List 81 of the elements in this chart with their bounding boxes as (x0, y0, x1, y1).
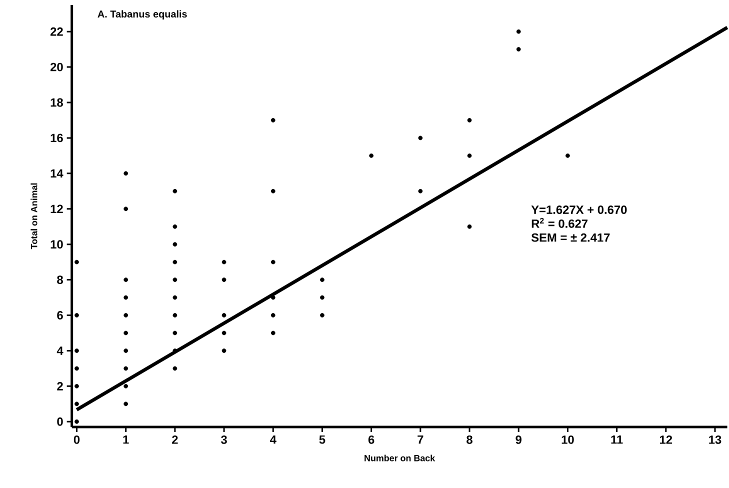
point (320, 278, 324, 282)
annotation: SEM = ± 2.417 (531, 233, 610, 242)
point (74, 348, 79, 353)
y-tick-label: 4 (56, 346, 64, 355)
point (566, 154, 570, 158)
point (74, 402, 79, 406)
point (172, 278, 178, 282)
x-tick-label: 9 (516, 436, 522, 444)
point (124, 330, 128, 336)
point (124, 206, 128, 212)
y-tick-label: 18 (50, 98, 63, 107)
point (172, 330, 178, 336)
point (222, 313, 226, 318)
y-tick-label: 20 (50, 62, 63, 72)
point (369, 154, 374, 158)
y-tick-label: 16 (50, 134, 63, 142)
point (124, 313, 128, 318)
x-tick-label: 6 (368, 436, 374, 444)
point (74, 313, 79, 318)
point (222, 278, 226, 282)
x-tick-label: 1 (123, 436, 129, 444)
y-tick-label: 10 (50, 240, 63, 249)
x-tick-label: 3 (220, 436, 227, 444)
x-tick-label: 8 (466, 436, 472, 444)
point (418, 189, 423, 194)
point (124, 402, 128, 406)
point (320, 313, 324, 318)
point (467, 224, 472, 229)
point (172, 189, 178, 194)
y-tick-label: 12 (50, 204, 63, 214)
point (172, 366, 178, 371)
point (270, 189, 276, 194)
y-axis-title: Total on Animal (30, 183, 38, 250)
point (467, 154, 472, 158)
x-tick-label: 4 (270, 436, 276, 444)
point (74, 366, 79, 371)
y-tick-label: 0 (57, 418, 63, 426)
y-tick-label: 22 (50, 28, 63, 36)
chart-title: A. Tabanus equalis (98, 10, 187, 20)
point (320, 295, 324, 300)
point (124, 348, 128, 353)
point (172, 260, 178, 264)
point (172, 295, 178, 300)
x-tick-label: 2 (172, 436, 178, 444)
y-tick-label: 8 (57, 276, 63, 284)
point (222, 260, 226, 264)
point (124, 384, 128, 388)
point (516, 47, 521, 52)
y-tick-label: 14 (50, 169, 64, 178)
point (270, 313, 276, 318)
x-axis-title: Number on Back (364, 454, 436, 462)
x-tick-label: 12 (660, 436, 672, 444)
x-tick-label: 11 (611, 436, 623, 444)
point (467, 118, 472, 123)
point (516, 29, 521, 34)
x-tick-label: 13 (709, 436, 722, 444)
y-tick-label: 6 (57, 311, 63, 320)
point (74, 420, 79, 424)
point (124, 171, 128, 176)
point (270, 118, 276, 123)
point (172, 242, 178, 247)
x-tick-label: 0 (74, 436, 80, 444)
annotation: R$^{2}$ = 0.627 (532, 218, 588, 228)
x-tick-label: 5 (319, 436, 326, 444)
point (270, 295, 276, 300)
point (124, 295, 128, 300)
point (418, 136, 423, 140)
x-tick-label: 10 (562, 436, 574, 444)
point (172, 313, 178, 318)
point (124, 278, 128, 282)
point (222, 330, 226, 336)
x-tick-label: 7 (418, 436, 424, 444)
point (222, 348, 226, 353)
point (74, 384, 79, 388)
point (74, 260, 79, 264)
point (270, 330, 276, 336)
point (124, 366, 128, 371)
y-tick-label: 2 (57, 382, 63, 390)
point (172, 224, 178, 229)
annotation: Y=1.627X + 0.670 (531, 206, 627, 214)
point (270, 260, 276, 264)
